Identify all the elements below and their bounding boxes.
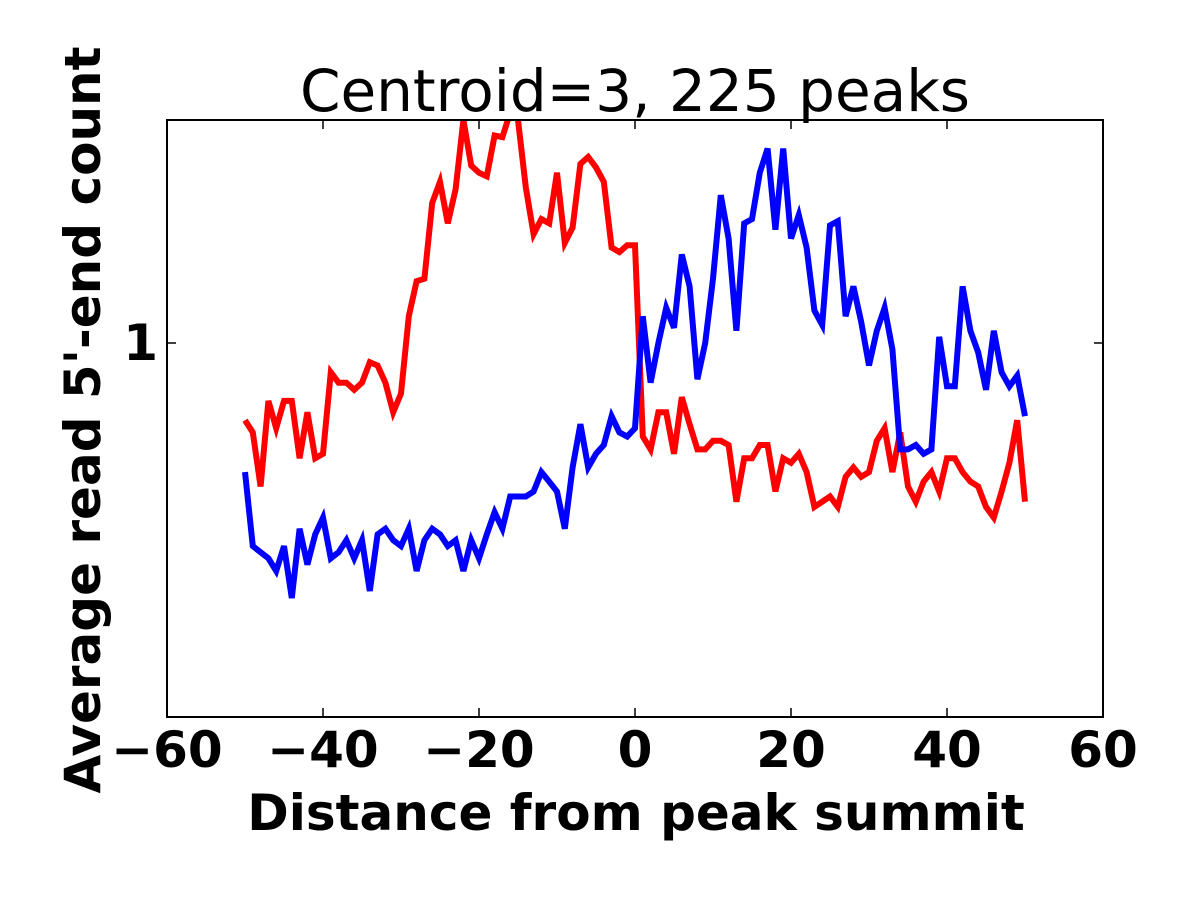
x-tick-label: 0	[618, 721, 653, 779]
x-tick-label: −40	[267, 721, 378, 779]
y-axis-label: Average read 5'-end count	[54, 46, 112, 793]
x-tick-label: 20	[756, 721, 826, 779]
x-tick-label: 40	[912, 721, 982, 779]
x-tick-label: −60	[111, 721, 222, 779]
plot-area: −60 −40 −20 0 20 40 60 1	[111, 119, 1138, 779]
chart-title: Centroid=3, 225 peaks	[300, 57, 970, 125]
series-line-2	[242, 147, 1028, 599]
x-axis-label: Distance from peak summit	[247, 784, 1025, 842]
x-tick-label: −20	[423, 721, 534, 779]
series-line-1	[242, 120, 1028, 525]
x-tick-label: 60	[1068, 721, 1138, 779]
y-tick-label: 1	[123, 314, 158, 372]
